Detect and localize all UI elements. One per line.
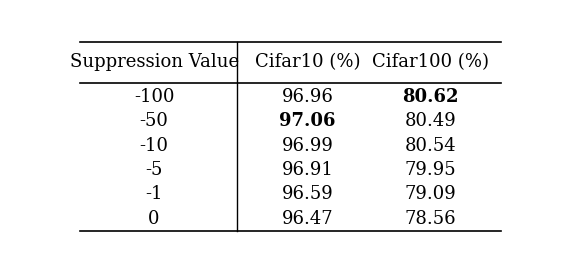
Text: -10: -10 xyxy=(140,136,169,154)
Text: Cifar100 (%): Cifar100 (%) xyxy=(372,53,489,71)
Text: 96.91: 96.91 xyxy=(282,161,333,179)
Text: 96.47: 96.47 xyxy=(282,210,333,228)
Text: 80.49: 80.49 xyxy=(405,112,456,130)
Text: -5: -5 xyxy=(145,161,163,179)
Text: 0: 0 xyxy=(148,210,160,228)
Text: 96.59: 96.59 xyxy=(282,185,333,203)
Text: 96.96: 96.96 xyxy=(282,88,333,106)
Text: Suppression Value: Suppression Value xyxy=(70,53,239,71)
Text: -1: -1 xyxy=(145,185,163,203)
Text: 79.09: 79.09 xyxy=(405,185,456,203)
Text: -50: -50 xyxy=(140,112,169,130)
Text: 78.56: 78.56 xyxy=(405,210,456,228)
Text: 97.06: 97.06 xyxy=(280,112,336,130)
Text: 96.99: 96.99 xyxy=(282,136,333,154)
Text: Cifar10 (%): Cifar10 (%) xyxy=(255,53,361,71)
Text: 80.62: 80.62 xyxy=(402,88,458,106)
Text: 80.54: 80.54 xyxy=(405,136,456,154)
Text: -100: -100 xyxy=(134,88,174,106)
Text: 79.95: 79.95 xyxy=(405,161,456,179)
